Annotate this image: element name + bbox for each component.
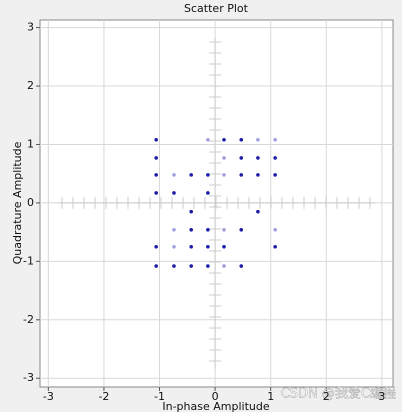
point — [206, 264, 210, 268]
point — [206, 191, 210, 195]
point — [172, 227, 176, 232]
y-tick-label: 3 — [27, 21, 34, 34]
watermark: CSDN @我爱C编程 — [281, 387, 396, 402]
point — [154, 138, 158, 142]
point — [256, 209, 260, 214]
x-axis-label: In-phase Amplitude — [162, 400, 269, 412]
y-tick-label: 1 — [27, 137, 34, 150]
point — [239, 138, 244, 142]
point — [154, 244, 158, 249]
x-tick-label: -1 — [154, 390, 165, 403]
point — [222, 264, 226, 268]
point — [206, 138, 210, 142]
point — [273, 173, 277, 177]
point — [172, 244, 176, 249]
point — [189, 264, 194, 268]
point — [154, 173, 158, 177]
point — [256, 138, 260, 142]
point — [206, 173, 210, 177]
point — [273, 227, 277, 232]
point — [206, 227, 210, 232]
x-tick-label: 3 — [378, 390, 385, 403]
x-tick-label: -3 — [43, 390, 54, 403]
point — [222, 138, 226, 142]
point — [239, 264, 244, 268]
point — [273, 138, 277, 142]
point — [206, 244, 210, 249]
point — [256, 173, 260, 177]
point — [239, 227, 244, 232]
point — [222, 173, 226, 177]
point — [172, 173, 176, 177]
point — [172, 264, 176, 268]
point — [239, 173, 244, 177]
point — [154, 191, 158, 195]
point — [222, 156, 226, 160]
y-tick-label: 2 — [27, 79, 34, 92]
point — [273, 156, 277, 160]
point — [189, 227, 194, 232]
point — [154, 264, 158, 268]
crosshair — [58, 38, 375, 369]
points — [154, 138, 277, 268]
point — [222, 227, 226, 232]
chart-title: Scatter Plot — [184, 2, 249, 15]
point — [189, 244, 194, 249]
point — [239, 156, 244, 160]
point — [256, 156, 260, 160]
point — [273, 244, 277, 249]
point — [154, 156, 158, 160]
x-tick-label: 2 — [323, 390, 330, 403]
y-tick-label: -2 — [23, 313, 34, 326]
point — [172, 191, 176, 195]
y-axis-label: Quadrature Amplitude — [11, 141, 24, 264]
y-tick-label: -3 — [23, 371, 34, 384]
point — [189, 209, 194, 214]
x-tick-label: 0 — [212, 390, 219, 403]
point — [189, 173, 194, 177]
x-tick-label: -2 — [98, 390, 109, 403]
y-tick-label: 0 — [27, 196, 34, 209]
x-tick-label: 1 — [267, 390, 274, 403]
point — [222, 244, 226, 249]
y-tick-label: -1 — [23, 254, 34, 267]
